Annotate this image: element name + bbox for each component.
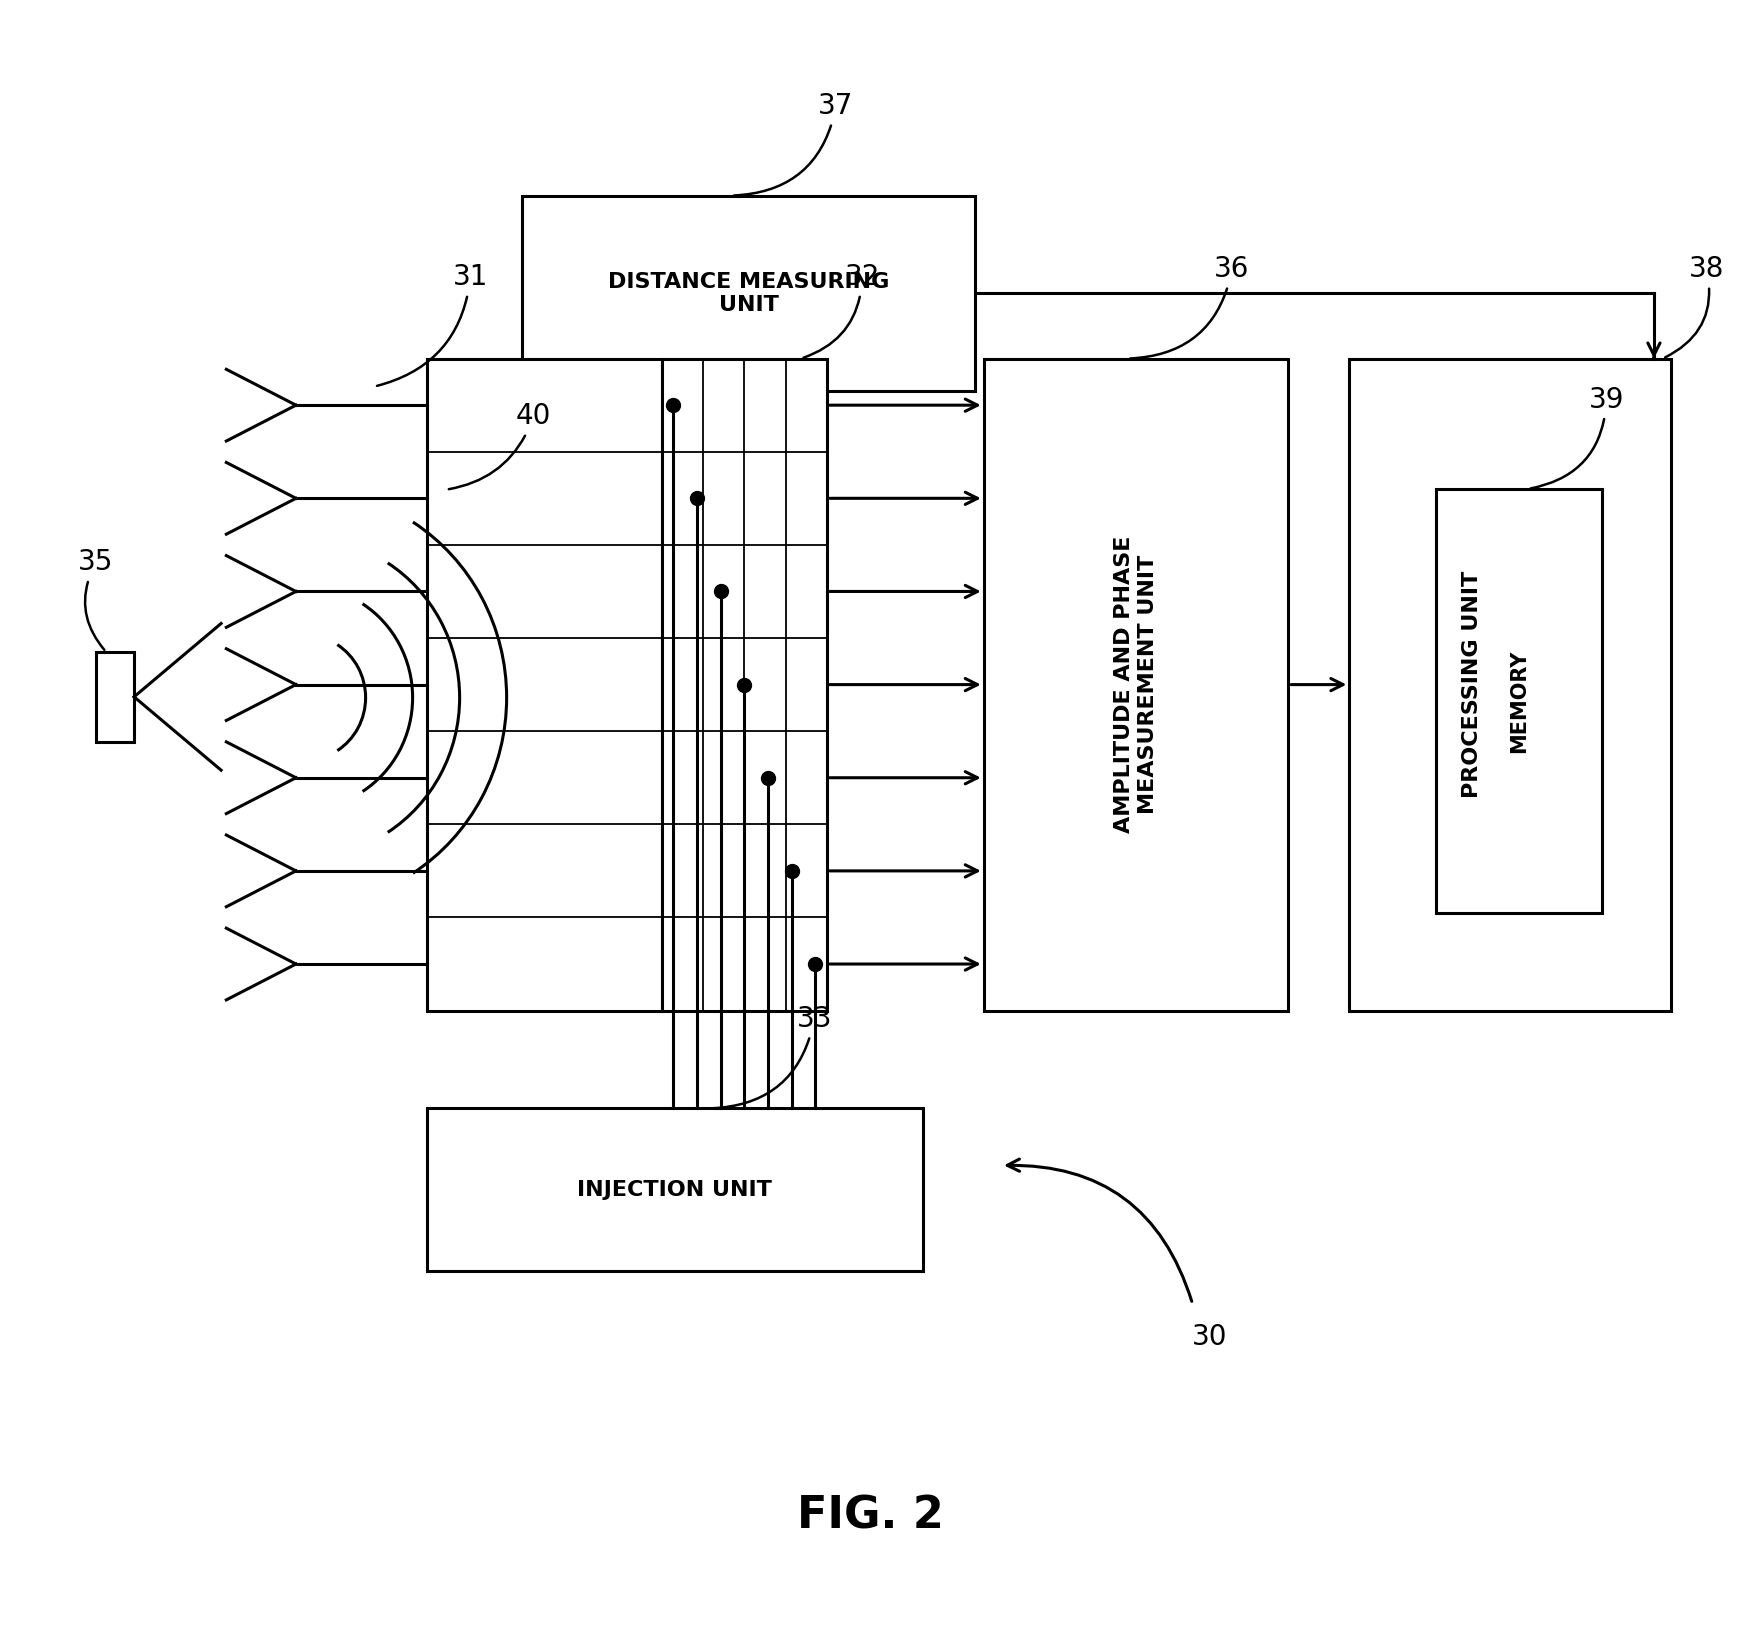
Bar [1349, 359, 1671, 1011]
Text: DISTANCE MEASURING
UNIT: DISTANCE MEASURING UNIT [608, 272, 890, 315]
Text: 30: 30 [1193, 1324, 1227, 1351]
Text: INJECTION UNIT: INJECTION UNIT [578, 1180, 771, 1200]
Bar [96, 652, 134, 742]
Text: AMPLITUDE AND PHASE
MEASUREMENT UNIT: AMPLITUDE AND PHASE MEASUREMENT UNIT [1114, 536, 1158, 833]
Bar [662, 359, 827, 1011]
Bar [984, 359, 1288, 1011]
Text: 32: 32 [804, 264, 879, 357]
Text: FIG. 2: FIG. 2 [797, 1495, 944, 1537]
Text: 33: 33 [712, 1006, 832, 1108]
Bar [427, 359, 662, 1011]
Text: 37: 37 [735, 93, 853, 196]
Text: 38: 38 [1664, 256, 1724, 357]
Bar [1436, 489, 1602, 913]
Text: MEMORY: MEMORY [1509, 649, 1529, 753]
Text: 31: 31 [378, 264, 487, 386]
Text: PROCESSING UNIT: PROCESSING UNIT [1462, 570, 1482, 799]
Text: 39: 39 [1530, 386, 1624, 489]
Text: 35: 35 [78, 549, 113, 650]
Text: 40: 40 [449, 403, 552, 489]
Text: 36: 36 [1130, 256, 1250, 359]
Bar [522, 196, 975, 391]
Bar [427, 1108, 923, 1271]
